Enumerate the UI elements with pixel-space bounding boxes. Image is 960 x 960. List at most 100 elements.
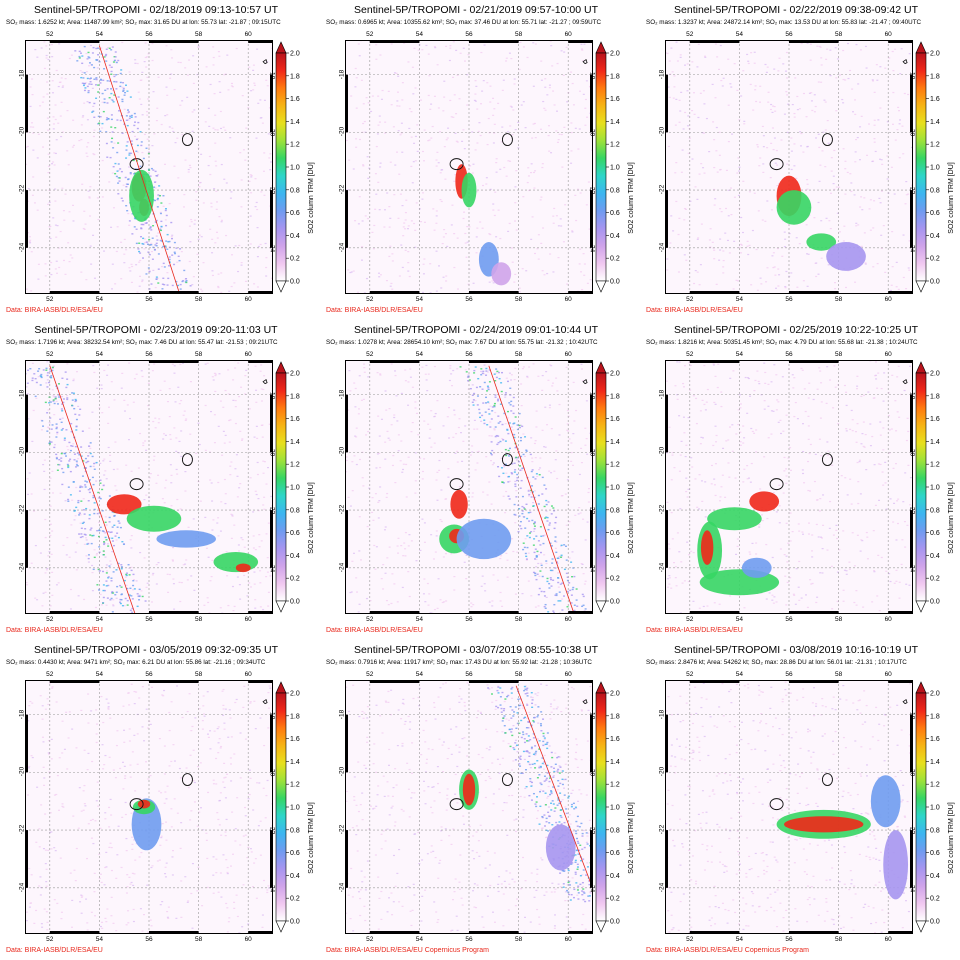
- colorbar-tick-label: 2.0: [610, 691, 620, 698]
- so2-plume: [455, 164, 512, 286]
- map-canvas: [345, 360, 595, 627]
- colorbar-tick-label: 0.8: [930, 507, 940, 514]
- colorbar-graphic: 2.0 1.8 1.6 1.4 1.2 1.0 0.8 0.6 0.4 0.2 0.0 SO2 col…: [915, 361, 955, 613]
- lat-tick-label: -20: [338, 767, 346, 777]
- reunion-island: [129, 158, 144, 171]
- plume-patch: [707, 507, 762, 531]
- frame-bars: [345, 680, 593, 934]
- plume-patch: [461, 172, 477, 208]
- colorbar-tick-label: 0.2: [290, 256, 300, 263]
- map-panel: Sentinel-5P/TROPOMI - 02/21/2019 09:57-1…: [320, 0, 640, 320]
- lon-tick-label: 52: [366, 671, 374, 678]
- panel-stats: SO₂ mass: 0.4430 kt; Area: 9471 km²; SO₂…: [6, 659, 266, 666]
- graticule: [345, 360, 593, 614]
- data-credit: Data: BIRA-IASB/DLR/ESA/EU: [6, 947, 103, 954]
- lon-tick-label: 58: [194, 936, 203, 943]
- so2-map: [665, 680, 915, 935]
- panel-title: Sentinel-5P/TROPOMI - 02/22/2019 09:38-0…: [674, 4, 918, 16]
- lat-tick-label: -18: [18, 69, 26, 79]
- colorbar-tick-label: 0.4: [610, 873, 620, 880]
- lat-tick-label: -18: [338, 709, 346, 719]
- mauritius-island: [181, 133, 193, 147]
- lat-tick-label: -20: [338, 127, 346, 137]
- colorbar-graphic: 2.0 1.8 1.6 1.4 1.2 1.0 0.8 0.6 0.4 0.2 0.0 SO2 col…: [595, 681, 635, 933]
- plume-patch: [462, 773, 476, 806]
- panel-stats: SO₂ mass: 2.8476 kt; Area: 54262 kt; SO₂…: [646, 659, 907, 666]
- colorbar-tick-label: 1.8: [290, 713, 300, 720]
- lon-tick-label: 60: [244, 351, 252, 358]
- lat-tick-label: -22: [338, 824, 346, 835]
- lon-tick-label: 60: [884, 31, 892, 38]
- map-panel: Sentinel-5P/TROPOMI - 02/18/2019 09:13-1…: [0, 0, 320, 320]
- colorbar-tick-label: 1.0: [930, 805, 940, 812]
- lon-tick-label: 52: [366, 31, 374, 38]
- map-panel: Sentinel-5P/TROPOMI - 02/25/2019 10:22-1…: [640, 320, 960, 640]
- background-noise: [665, 681, 915, 935]
- colorbar: 2.0 1.8 1.6 1.4 1.2 1.0 0.8 0.6 0.4 0.2 0.0 SO2 col…: [270, 678, 320, 938]
- orbit-track-line: [515, 685, 599, 903]
- colorbar-tick-label: 0.6: [290, 210, 300, 217]
- lon-tick-label: 52: [366, 296, 374, 303]
- lat-tick-label: -20: [18, 127, 26, 137]
- lon-tick-label: 56: [145, 31, 153, 38]
- orbit-track-line: [99, 45, 180, 292]
- colorbar-tick-label: 0.6: [610, 530, 620, 537]
- plume-patch: [137, 799, 151, 809]
- colorbar-label: SO2 column TRM [DU]: [948, 482, 955, 553]
- islands: [449, 379, 588, 491]
- colorbar-graphic: 2.0 1.8 1.6 1.4 1.2 1.0 0.8 0.6 0.4 0.2 0.0 SO2 col…: [595, 361, 635, 613]
- so2-map: [665, 40, 915, 295]
- colorbar-tick-label: 0.8: [610, 827, 620, 834]
- colorbar-tick-label: 0.2: [290, 896, 300, 903]
- lon-tick-label: 56: [785, 31, 793, 38]
- colorbar-tick-label: 1.2: [930, 142, 940, 149]
- lon-tick-label: 52: [46, 936, 54, 943]
- reunion-island: [449, 478, 464, 491]
- lon-tick-label: 60: [244, 31, 252, 38]
- lon-tick-label: 54: [95, 351, 103, 358]
- lat-tick-label: -24: [338, 242, 346, 253]
- panel-title: Sentinel-5P/TROPOMI - 02/23/2019 09:20-1…: [34, 324, 278, 336]
- colorbar-tick-label: 1.6: [930, 416, 940, 423]
- so2-plume: [131, 798, 162, 851]
- rodrigues-island: [902, 59, 908, 65]
- lon-tick-label: 58: [194, 31, 203, 38]
- lat-tick-label: -18: [658, 709, 666, 719]
- panel-stats: SO₂ mass: 0.6965 kt; Area: 10355.62 km²;…: [326, 19, 602, 26]
- colorbar: 2.0 1.8 1.6 1.4 1.2 1.0 0.8 0.6 0.4 0.2 0.0 SO2 col…: [910, 678, 960, 938]
- lon-tick-label: 60: [564, 31, 572, 38]
- panel-title: Sentinel-5P/TROPOMI - 02/21/2019 09:57-1…: [354, 4, 598, 16]
- rodrigues-island: [902, 699, 908, 705]
- plume-patch: [491, 262, 512, 286]
- colorbar-tick-label: 1.2: [290, 142, 300, 149]
- colorbar-tick-label: 1.8: [930, 393, 940, 400]
- plume-patch: [806, 233, 837, 251]
- colorbar-tick-label: 0.2: [930, 576, 940, 583]
- panel-title: Sentinel-5P/TROPOMI - 03/08/2019 10:16-1…: [674, 644, 918, 656]
- colorbar-tick-label: 0.0: [290, 279, 300, 286]
- colorbar-graphic: 2.0 1.8 1.6 1.4 1.2 1.0 0.8 0.6 0.4 0.2 0.0 SO2 col…: [275, 361, 315, 613]
- colorbar-tick-label: 2.0: [610, 51, 620, 58]
- colorbar-tick-label: 0.4: [290, 233, 300, 240]
- lon-tick-label: 56: [465, 616, 473, 623]
- lon-tick-label: 54: [415, 936, 423, 943]
- map-canvas: [345, 40, 595, 295]
- lat-tick-label: -20: [338, 447, 346, 457]
- colorbar-tick-label: 0.8: [290, 827, 300, 834]
- plume-patch: [784, 816, 864, 833]
- orbit-track-line: [488, 365, 579, 626]
- colorbar: 2.0 1.8 1.6 1.4 1.2 1.0 0.8 0.6 0.4 0.2 0.0 SO2 col…: [910, 38, 960, 298]
- panel-stats: SO₂ mass: 1.0278 kt; Area: 28654.10 km²;…: [326, 339, 598, 346]
- colorbar-tick-label: 1.6: [290, 96, 300, 103]
- plume-patch: [213, 551, 259, 573]
- colorbar-tick-label: 0.4: [290, 553, 300, 560]
- colorbar-tick-label: 1.0: [610, 805, 620, 812]
- lon-tick-label: 54: [735, 671, 743, 678]
- lon-tick-label: 58: [194, 296, 203, 303]
- mauritius-island: [821, 773, 833, 787]
- plume-patch: [235, 563, 251, 573]
- colorbar-tick-label: 1.6: [610, 736, 620, 743]
- lon-tick-label: 52: [686, 671, 694, 678]
- lat-tick-label: -18: [658, 69, 666, 79]
- colorbar-tick-label: 2.0: [290, 371, 300, 378]
